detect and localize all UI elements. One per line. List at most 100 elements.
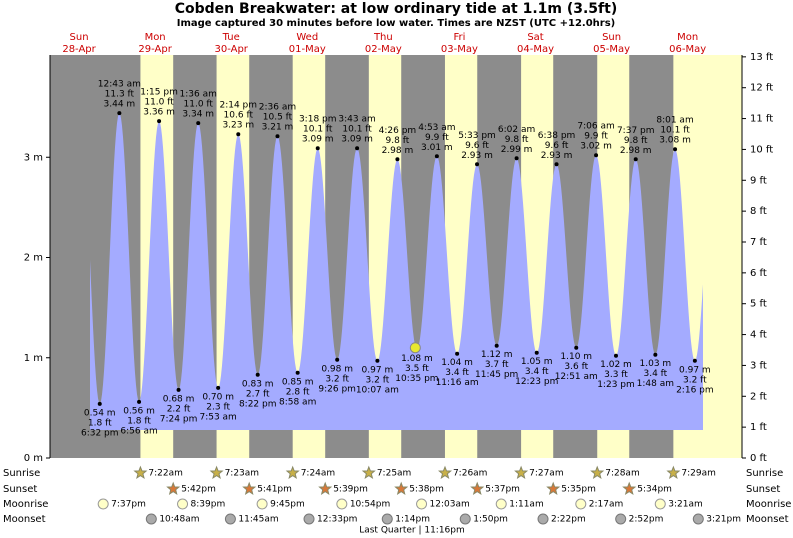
tide-label: 10.1 ft — [660, 126, 690, 136]
row-time: 1:50pm — [473, 515, 508, 525]
tide-label: 11:16 am — [436, 378, 479, 388]
sun-icon — [514, 465, 529, 480]
day-date: 01-May — [289, 44, 326, 55]
tide-point — [434, 154, 439, 159]
day-name: Thu — [373, 32, 393, 43]
row-time: 3:21pm — [706, 515, 741, 525]
tide-label: 7:37 pm — [617, 126, 655, 136]
row-time: 5:39pm — [333, 485, 368, 495]
tide-label: 3:18 pm — [299, 115, 337, 125]
y-tick-label: 1 m — [24, 353, 43, 364]
tide-label: 1:48 am — [637, 379, 674, 389]
tide-point — [275, 134, 280, 139]
day-name: Wed — [296, 32, 318, 43]
tide-label: 0.97 m — [679, 365, 711, 375]
row-time: 7:26am — [453, 469, 488, 479]
chart-title: Cobden Breakwater: at low ordinary tide … — [175, 1, 617, 17]
tide-label: 1.03 m — [640, 359, 672, 369]
day-name: Sat — [527, 32, 543, 43]
tide-point — [196, 121, 201, 126]
day-name: Fri — [453, 32, 465, 43]
row-time: 5:34pm — [637, 485, 672, 495]
sun-icon — [133, 465, 148, 480]
tide-label: 3.4 ft — [643, 369, 667, 379]
tide-label: 1:15 pm — [140, 88, 178, 98]
tide-label: 11:45 pm — [475, 370, 518, 380]
tide-label: 0.68 m — [163, 394, 195, 404]
tide-point — [475, 162, 480, 167]
tide-point — [157, 119, 162, 124]
y2-tick-label: 5 ft — [750, 299, 767, 310]
tide-label: 11.0 ft — [184, 100, 214, 110]
day-date: 05-May — [593, 44, 630, 55]
tide-label: 3:43 am — [338, 115, 375, 125]
moonset-icon — [459, 513, 471, 525]
row-time: 7:27am — [529, 469, 564, 479]
row-label-right: Moonrise — [746, 499, 791, 510]
tide-point — [236, 132, 241, 137]
moonset-icon — [303, 513, 315, 525]
tide-label: 3.2 ft — [325, 374, 349, 384]
tide-point — [514, 156, 519, 161]
tide-label: 3.36 m — [143, 108, 175, 118]
day-date: 02-May — [365, 44, 402, 55]
tide-label: 1.8 ft — [88, 418, 112, 428]
row-label: Sunrise — [3, 468, 40, 479]
tide-label: 4:53 am — [418, 123, 455, 133]
sun-icon — [361, 465, 376, 480]
tide-label: 2:36 am — [259, 103, 296, 113]
moonrise-icon — [575, 498, 587, 510]
tide-label: 3.2 ft — [366, 375, 390, 385]
day-name: Sun — [70, 32, 89, 43]
tide-label: 3.01 m — [421, 143, 453, 153]
tide-point — [295, 370, 300, 375]
row-time: 10:48am — [159, 515, 199, 525]
tide-label: 2.3 ft — [206, 402, 230, 412]
sun-icon — [666, 465, 681, 480]
tide-label: 2.2 ft — [167, 404, 191, 414]
tide-label: 0.70 m — [202, 392, 234, 402]
row-time: 7:24am — [301, 469, 336, 479]
moonset-icon — [381, 513, 393, 525]
tide-point — [355, 146, 360, 151]
moonrise-icon — [336, 498, 348, 510]
chart-subtitle: Image captured 30 minutes before low wat… — [177, 18, 616, 29]
tide-label: 5:33 pm — [458, 131, 496, 141]
tide-point — [455, 351, 460, 356]
tide-label: 3.3 ft — [604, 370, 628, 380]
tide-label: 6:32 pm — [81, 428, 119, 438]
y2-tick-label: 0 ft — [750, 453, 767, 464]
y2-tick-label: 9 ft — [750, 175, 767, 186]
tide-label: 2:16 pm — [676, 385, 714, 395]
y2-tick-label: 10 ft — [750, 144, 773, 155]
tide-point — [137, 399, 142, 404]
tide-label: 0.56 m — [123, 406, 155, 416]
tide-point — [117, 111, 122, 116]
day-date: 06-May — [669, 44, 706, 55]
tide-point — [255, 372, 260, 377]
tide-point — [395, 157, 400, 162]
row-time: 7:37pm — [111, 500, 146, 510]
tide-label: 3.09 m — [341, 135, 373, 145]
sun-icon — [166, 481, 181, 496]
day-name: Tue — [222, 32, 240, 43]
tide-label: 9.6 ft — [545, 141, 569, 151]
row-time: 1:11am — [509, 500, 544, 510]
row-label: Sunset — [3, 484, 37, 495]
moonrise-icon — [654, 498, 666, 510]
tide-point — [633, 157, 638, 162]
moonrise-icon — [177, 498, 189, 510]
tide-label: 11.0 ft — [144, 98, 174, 108]
tide-label: 10.1 ft — [303, 125, 333, 135]
tide-label: 10:07 am — [356, 385, 399, 395]
row-time: 7:28am — [605, 469, 640, 479]
tide-point — [216, 385, 221, 390]
tide-label: 8:58 am — [279, 397, 316, 407]
tide-label: 10.1 ft — [342, 125, 372, 135]
tide-label: 8:01 am — [656, 116, 693, 126]
tide-label: 11.3 ft — [105, 90, 135, 100]
row-time: 3:21am — [668, 500, 703, 510]
tide-label: 2.93 m — [461, 151, 493, 161]
tide-point — [375, 358, 380, 363]
